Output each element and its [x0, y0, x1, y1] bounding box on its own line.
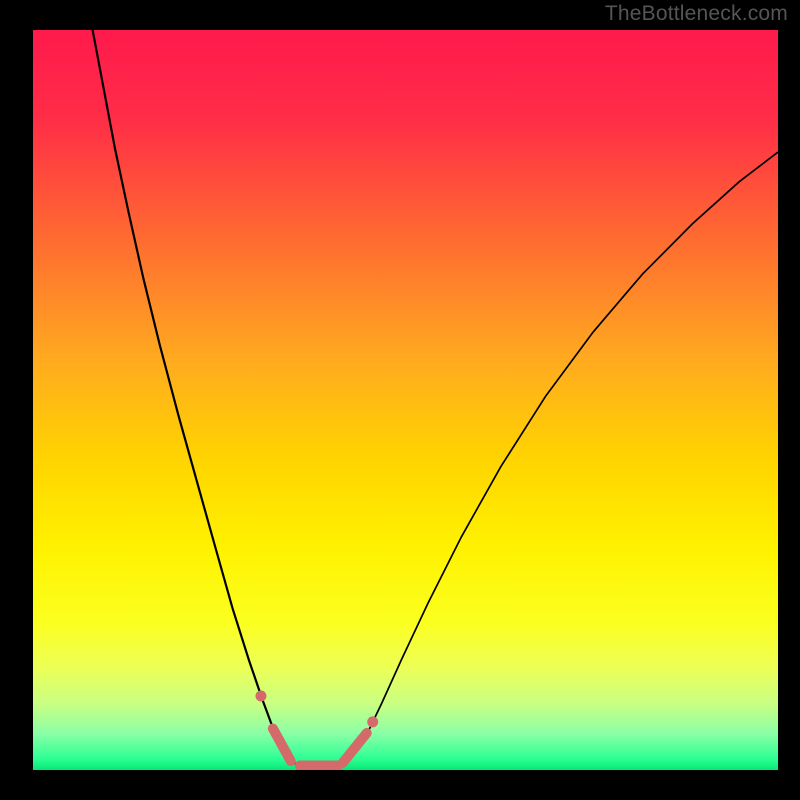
chart-stage: TheBottleneck.com — [0, 0, 800, 800]
bottleneck-curve-chart — [0, 0, 800, 800]
watermark-text: TheBottleneck.com — [605, 2, 788, 26]
plot-gradient-background — [33, 30, 778, 770]
highlight-dot — [367, 716, 378, 727]
highlight-dot — [255, 691, 266, 702]
